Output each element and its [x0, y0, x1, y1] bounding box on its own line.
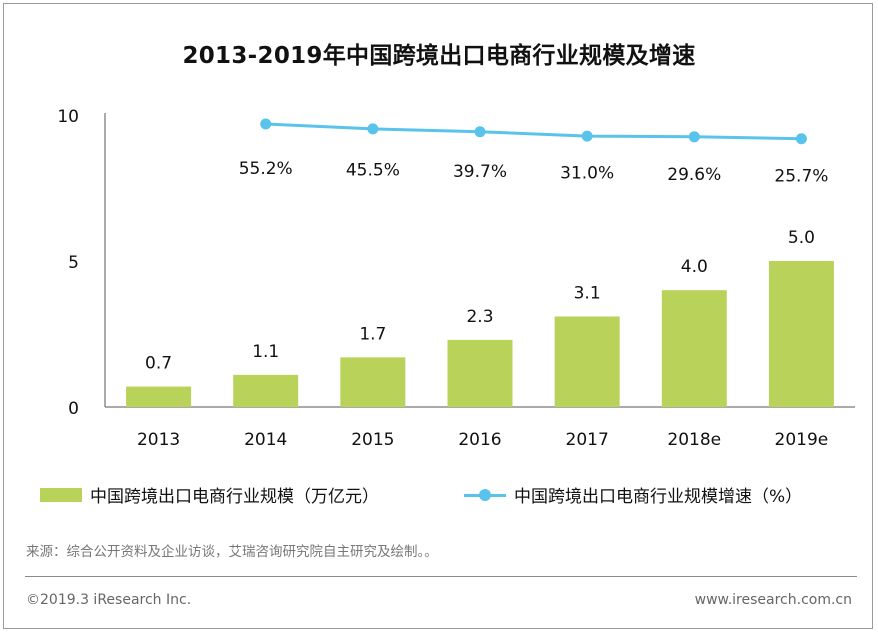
- growth-point: [795, 133, 807, 145]
- y-tick-label: 10: [57, 107, 79, 127]
- y-tick-label: 0: [68, 399, 79, 419]
- legend-line-label: 中国跨境出口电商行业规模增速（%）: [514, 487, 803, 507]
- legend-bar-label: 中国跨境出口电商行业规模（万亿元）: [90, 487, 379, 507]
- website-url: www.iresearch.com.cn: [694, 592, 852, 608]
- legend-line-swatch: [464, 488, 506, 502]
- bar: [661, 290, 727, 407]
- growth-value-label: 45.5%: [346, 161, 400, 181]
- bar-value-label: 1.7: [359, 324, 386, 344]
- chart-frame: [3, 3, 873, 629]
- growth-value-label: 55.2%: [239, 159, 293, 179]
- growth-line: [265, 122, 802, 141]
- bar: [126, 386, 192, 407]
- legend-item-line: 中国跨境出口电商行业规模增速（%）: [464, 482, 802, 507]
- x-tick-label: 2016: [458, 430, 501, 450]
- bar: [447, 339, 513, 407]
- growth-point: [367, 123, 379, 135]
- copyright-text: ©2019.3 iResearch Inc.: [26, 592, 192, 608]
- chart-legend: 中国跨境出口电商行业规模（万亿元） 中国跨境出口电商行业规模增速（%）: [40, 482, 860, 510]
- growth-value-label: 29.6%: [667, 165, 721, 185]
- x-tick-label: 2018e: [667, 430, 721, 450]
- source-note: 来源：综合公开资料及企业访谈，艾瑞咨询研究院自主研究及绘制。。: [26, 544, 438, 560]
- bar-value-label: 4.0: [681, 257, 708, 277]
- bar: [233, 374, 299, 407]
- growth-point: [260, 118, 272, 130]
- x-tick-label: 2014: [244, 430, 287, 450]
- legend-item-bar: 中国跨境出口电商行业规模（万亿元）: [40, 482, 379, 507]
- bar: [554, 316, 620, 407]
- growth-point: [581, 130, 593, 142]
- x-tick-label: 2015: [351, 430, 394, 450]
- bar: [768, 261, 834, 407]
- growth-point: [688, 131, 700, 143]
- growth-value-label: 31.0%: [560, 164, 614, 184]
- growth-value-label: 39.7%: [453, 162, 507, 182]
- bar-value-label: 2.3: [466, 307, 493, 327]
- footer-divider: [25, 576, 857, 577]
- bar-value-label: 5.0: [788, 228, 815, 248]
- bar-value-label: 3.1: [574, 283, 601, 303]
- legend-bar-swatch: [40, 487, 82, 502]
- bar: [340, 357, 406, 407]
- y-tick-label: 5: [68, 253, 79, 273]
- growth-point: [474, 126, 486, 138]
- bar-value-label: 0.7: [145, 354, 172, 374]
- chart-title: 2013-2019年中国跨境出口电商行业规模及增速: [182, 43, 696, 69]
- x-tick-label: 2013: [137, 430, 180, 450]
- x-tick-label: 2017: [566, 430, 609, 450]
- bar-value-label: 1.1: [252, 342, 279, 362]
- x-tick-label: 2019e: [775, 430, 829, 450]
- growth-value-label: 25.7%: [774, 167, 828, 187]
